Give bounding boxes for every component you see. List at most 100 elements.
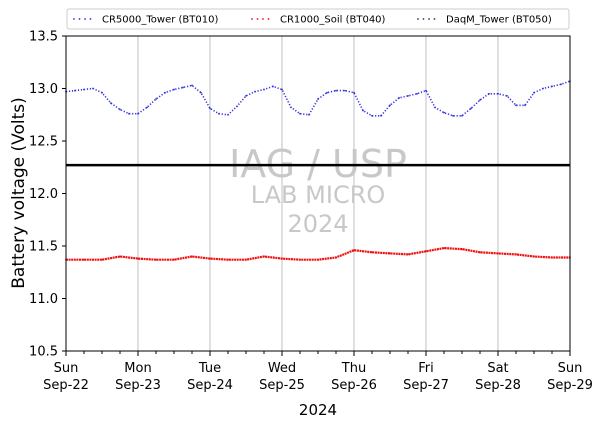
data-point	[227, 258, 229, 261]
data-point	[281, 88, 283, 91]
x-axis-label: 2024	[299, 401, 337, 419]
legend: CR5000_Tower (BT010) CR1000_Soil (BT040) D…	[66, 8, 570, 30]
data-point	[524, 104, 526, 107]
data-point	[281, 257, 283, 260]
data-point	[461, 114, 463, 117]
data-point	[299, 258, 301, 261]
legend-marker-dot	[256, 18, 259, 20]
data-point	[380, 114, 382, 117]
x-tick-label-day: Sat	[487, 361, 508, 376]
x-tick-label-date: Sep-25	[259, 378, 305, 393]
legend-frame	[66, 8, 570, 30]
legend-marker-dot	[417, 18, 419, 20]
x-tick-label-date: Sep-24	[187, 378, 233, 393]
y-tick-label: 11.5	[29, 240, 58, 255]
data-point	[308, 113, 310, 116]
data-point	[533, 255, 535, 258]
data-point	[83, 258, 85, 261]
data-point	[92, 87, 94, 90]
data-point	[254, 90, 256, 93]
y-tick-label: 13.0	[29, 82, 58, 97]
legend-marker-dot	[422, 18, 425, 20]
legend-label: CR5000_Tower (BT010)	[102, 15, 218, 26]
x-axis: Sun Sep-22 Mon Sep-23 Tue Sep-24 Wed Sep-25 Thu S…	[43, 351, 593, 393]
data-point	[227, 113, 229, 116]
data-point	[299, 112, 301, 115]
legend-marker-dot	[267, 18, 270, 20]
grid	[137, 36, 499, 351]
data-point	[245, 94, 247, 97]
data-point	[362, 109, 364, 112]
legend-marker-dot	[262, 18, 264, 20]
watermark-line3: 2024	[287, 210, 348, 238]
data-point	[182, 86, 184, 89]
data-point	[425, 89, 427, 92]
watermark-line2: LAB MICRO	[251, 181, 386, 209]
data-point	[236, 105, 238, 108]
data-point	[551, 256, 553, 259]
data-point	[434, 106, 436, 109]
data-point	[263, 88, 265, 91]
data-point	[470, 107, 472, 110]
data-point	[317, 258, 319, 261]
y-tick-label: 12.0	[29, 187, 58, 202]
data-point	[263, 255, 265, 258]
x-tick-label-day: Tue	[198, 361, 221, 376]
data-point	[407, 253, 409, 256]
data-point	[560, 83, 562, 86]
legend-label: DaqM_Tower (BT050)	[446, 15, 552, 26]
legend-marker-dot	[251, 18, 253, 20]
data-point	[497, 92, 499, 95]
y-tick-label: 10.5	[29, 345, 58, 360]
data-point	[335, 256, 337, 259]
data-point	[488, 92, 490, 95]
data-point	[371, 251, 373, 254]
data-point	[173, 88, 175, 91]
data-point	[425, 250, 427, 253]
data-point	[101, 258, 103, 261]
data-point	[173, 258, 175, 261]
data-point	[272, 85, 274, 88]
x-tick-label-day: Thu	[341, 361, 366, 376]
x-tick-label-date: Sep-28	[475, 378, 521, 393]
x-tick-label-date: Sep-22	[43, 378, 89, 393]
data-point	[389, 104, 391, 107]
data-point	[344, 89, 346, 92]
legend-marker-dot	[89, 18, 92, 20]
data-point	[155, 258, 157, 261]
data-point	[110, 102, 112, 105]
data-point	[101, 91, 103, 94]
data-point	[443, 247, 445, 250]
data-point	[443, 111, 445, 114]
data-point	[290, 106, 292, 109]
data-point	[245, 258, 247, 261]
legend-item-2: DaqM_Tower (BT050)	[417, 15, 552, 26]
data-point	[191, 84, 193, 87]
data-point	[551, 85, 553, 88]
y-axis-label: Battery voltage (Volts)	[9, 97, 29, 288]
legend-marker-dot	[433, 18, 436, 20]
data-point	[155, 98, 157, 100]
data-point	[479, 251, 481, 254]
data-point	[497, 252, 499, 255]
legend-marker-dot	[84, 18, 86, 20]
data-point	[335, 89, 337, 92]
data-point	[83, 88, 85, 91]
x-tick-label-day: Wed	[268, 361, 296, 376]
legend-item-0: CR5000_Tower (BT010)	[73, 15, 218, 26]
data-point	[119, 255, 121, 258]
y-tick-label: 12.5	[29, 135, 58, 150]
legend-marker-dot	[73, 18, 75, 20]
data-point	[146, 106, 148, 109]
series-layer	[65, 80, 571, 261]
x-tick-label-day: Sun	[54, 361, 79, 376]
data-point	[533, 91, 535, 94]
data-point	[128, 112, 130, 115]
data-point	[515, 104, 517, 107]
data-point	[74, 89, 76, 92]
data-point	[209, 107, 211, 110]
data-point	[119, 108, 121, 111]
data-point	[515, 253, 517, 256]
data-point	[506, 94, 508, 97]
